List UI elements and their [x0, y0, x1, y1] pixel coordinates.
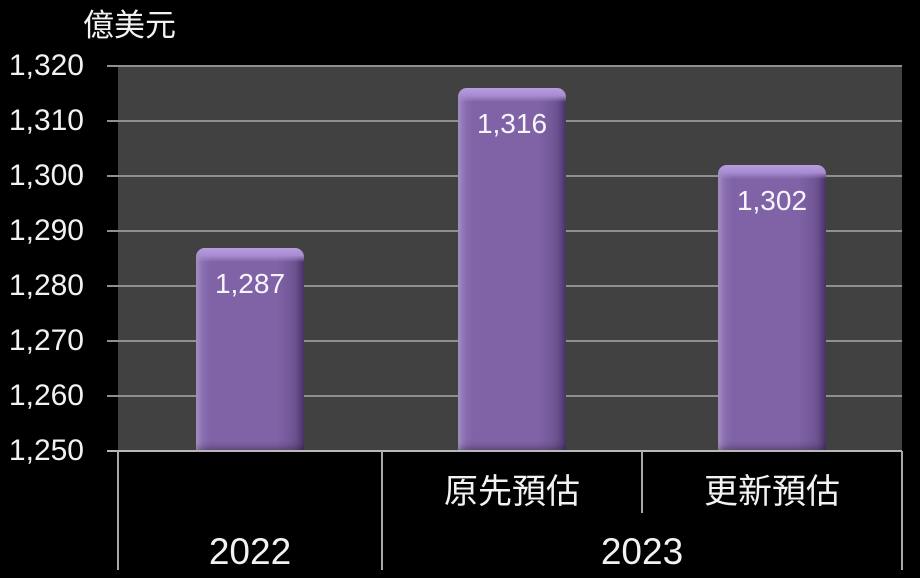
group-label: 2023 [600, 530, 684, 572]
x-axis-line [107, 450, 902, 452]
category-divider [117, 451, 119, 570]
bar-value-label: 1,287 [214, 267, 286, 299]
group-label: 2022 [208, 530, 292, 572]
subcategory-label: 原先預估 [444, 472, 580, 511]
y-axis-tick-label: 1,260 [8, 379, 84, 412]
bar: 1,287 [196, 247, 304, 451]
subcategory-divider [641, 451, 643, 513]
subcategory-label: 更新預估 [704, 472, 840, 511]
y-axis-tick [107, 340, 118, 342]
y-axis-tick [107, 175, 118, 177]
y-axis-tick-label: 1,290 [8, 214, 84, 247]
gridline [118, 65, 902, 67]
y-axis-tick [107, 230, 118, 232]
category-divider [381, 451, 383, 570]
y-axis-tick-label: 1,320 [8, 49, 84, 82]
y-axis-tick-label: 1,270 [8, 324, 84, 357]
bar-top-bevel [458, 88, 566, 102]
y-axis-tick-label: 1,250 [8, 434, 84, 467]
bar: 1,316 [458, 88, 566, 451]
y-axis-tick [107, 65, 118, 67]
bar-top-bevel [196, 247, 304, 262]
bar-top-bevel [718, 165, 826, 179]
y-axis-tick [107, 395, 118, 397]
y-axis-tick-label: 1,280 [8, 269, 84, 302]
y-axis-tick-label: 1,300 [8, 159, 84, 192]
y-axis-tick [107, 285, 118, 287]
chart-unit-label: 億美元 [83, 8, 176, 43]
bar-value-label: 1,316 [476, 108, 548, 139]
y-axis-tick [107, 120, 118, 122]
bar: 1,302 [718, 165, 826, 451]
y-axis-tick-label: 1,310 [8, 104, 84, 137]
category-divider [901, 451, 903, 570]
bar-value-label: 1,302 [736, 185, 808, 216]
